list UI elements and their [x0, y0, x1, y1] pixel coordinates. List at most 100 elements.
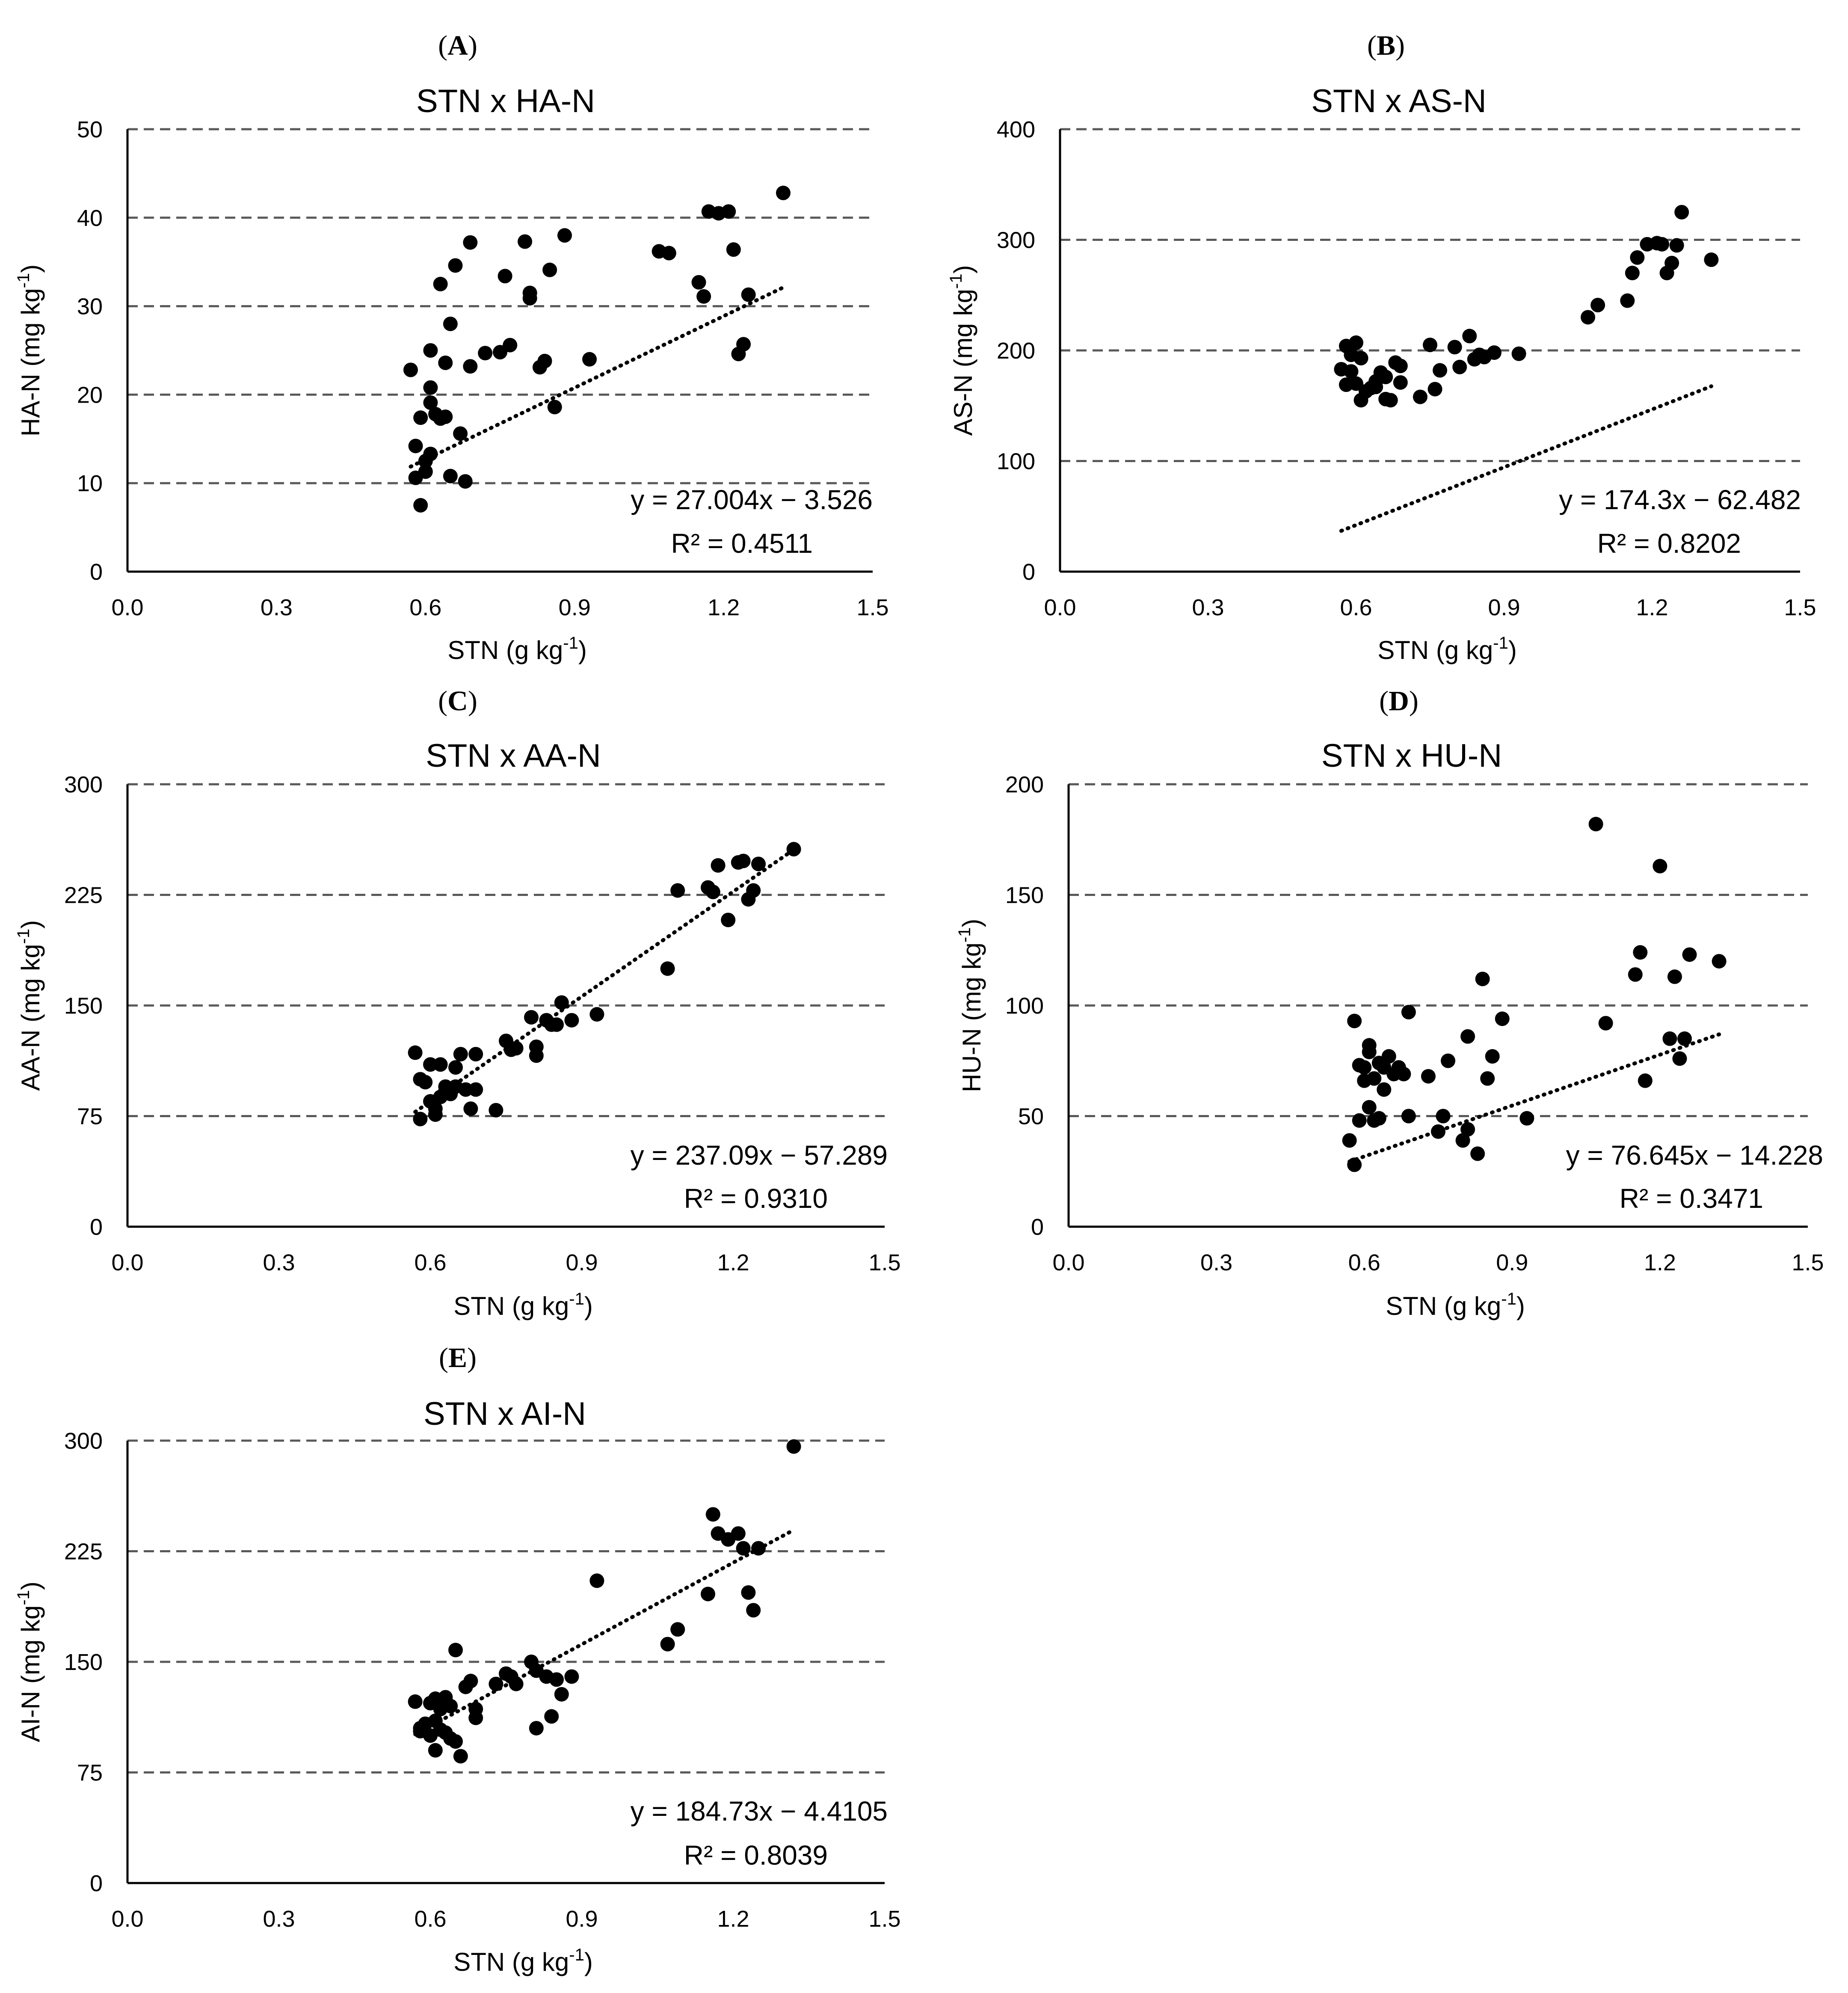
regression-equation: y = 76.645x − 14.228 [1566, 1140, 1823, 1171]
data-point [458, 1082, 473, 1097]
data-point [1377, 1082, 1392, 1097]
data-point [1485, 1049, 1500, 1064]
data-point [1393, 375, 1408, 390]
panel-letter: (C) [438, 685, 477, 717]
y-tick-label: 150 [64, 993, 103, 1019]
data-point [1470, 1146, 1485, 1161]
data-point [448, 258, 463, 273]
r-squared: R² = 0.3471 [1620, 1183, 1763, 1214]
data-point [582, 352, 597, 367]
data-point [1427, 382, 1442, 397]
y-tick-label: 0 [90, 1871, 103, 1896]
data-point [721, 204, 736, 219]
y-tick-label: 30 [77, 294, 103, 320]
data-point [423, 380, 438, 395]
data-point [1383, 393, 1398, 408]
data-point [1630, 250, 1645, 265]
data-point [1581, 310, 1596, 325]
panel-letter: (D) [1379, 685, 1419, 717]
data-point [1487, 345, 1502, 360]
data-point [423, 446, 438, 461]
data-point [1638, 1073, 1653, 1088]
x-tick-label: 0.3 [261, 595, 293, 620]
data-point [453, 1749, 468, 1764]
y-axis-label: AS-N (mg kg-1) [947, 265, 977, 436]
data-point [438, 409, 453, 424]
x-tick-label: 0.0 [111, 1250, 143, 1275]
data-point [1352, 1113, 1367, 1128]
data-point [1423, 338, 1437, 353]
data-point [736, 854, 751, 869]
data-point [433, 276, 448, 291]
trendline [413, 848, 796, 1114]
data-point [423, 1057, 438, 1072]
x-tick-label: 0.9 [566, 1906, 598, 1932]
regression-equation: y = 237.09x − 57.289 [631, 1140, 888, 1171]
data-point [564, 1013, 579, 1028]
chart-title: STN x HU-N [1321, 738, 1502, 774]
data-point [413, 498, 428, 513]
x-tick-label: 0.0 [1044, 595, 1076, 620]
x-axis-label: STN (g kg-1) [1377, 634, 1517, 664]
x-tick-label: 1.5 [1792, 1250, 1824, 1275]
data-point [423, 343, 438, 358]
data-point [696, 289, 711, 304]
regression-equation: y = 184.73x − 4.4105 [631, 1796, 888, 1827]
data-point [478, 346, 493, 361]
data-point [726, 242, 741, 257]
data-point [413, 410, 428, 425]
data-point [522, 291, 537, 305]
x-tick-label: 1.2 [1636, 595, 1668, 620]
data-point [661, 246, 676, 261]
data-point [731, 1526, 746, 1541]
data-point [746, 1603, 761, 1618]
data-point [1519, 1111, 1534, 1126]
data-point [443, 469, 458, 483]
x-tick-label: 0.6 [1348, 1250, 1380, 1275]
data-point [1669, 238, 1684, 253]
data-point [691, 275, 706, 290]
y-tick-label: 300 [997, 228, 1035, 253]
x-tick-label: 0.3 [263, 1906, 295, 1932]
data-point [1368, 380, 1383, 394]
y-tick-label: 0 [90, 1214, 103, 1240]
data-point [408, 439, 423, 454]
data-point [705, 884, 720, 899]
data-point [403, 362, 418, 377]
data-point [670, 1622, 685, 1637]
x-tick-label: 0.6 [414, 1250, 446, 1275]
data-point [711, 858, 726, 873]
data-point [463, 1673, 478, 1688]
y-tick-label: 300 [64, 1428, 103, 1454]
panel-letter: (E) [439, 1342, 477, 1373]
data-point [1347, 1014, 1362, 1029]
data-point [1655, 237, 1670, 252]
y-tick-label: 50 [1018, 1104, 1044, 1130]
data-point [1475, 971, 1490, 986]
data-point [1367, 1071, 1382, 1086]
y-tick-label: 150 [64, 1649, 103, 1675]
x-tick-label: 0.9 [1496, 1250, 1528, 1275]
y-tick-label: 75 [77, 1760, 103, 1786]
x-tick-label: 1.5 [1784, 595, 1816, 620]
y-axis-label: HA-N (mg kg-1) [14, 264, 45, 436]
data-point [1357, 1060, 1372, 1075]
y-tick-label: 0 [1022, 559, 1035, 585]
data-point [721, 913, 736, 928]
chart-title: STN x AA-N [426, 738, 601, 774]
data-point [1460, 1029, 1475, 1044]
x-tick-label: 0.6 [414, 1906, 446, 1932]
y-tick-label: 50 [77, 117, 103, 142]
data-point [1441, 1053, 1456, 1068]
y-tick-label: 400 [997, 117, 1035, 142]
data-point [1401, 1005, 1416, 1020]
x-axis-label: STN (g kg-1) [1386, 1290, 1525, 1320]
data-point [746, 883, 761, 898]
data-point [1362, 1044, 1377, 1059]
data-point [549, 1672, 564, 1687]
data-point [463, 235, 478, 250]
x-tick-label: 0.9 [559, 595, 591, 620]
data-point [741, 1585, 756, 1600]
data-point [751, 857, 766, 872]
